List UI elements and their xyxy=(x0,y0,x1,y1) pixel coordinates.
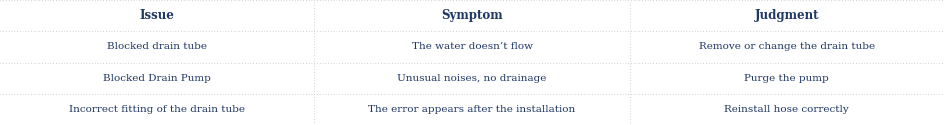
Text: Blocked Drain Pump: Blocked Drain Pump xyxy=(103,74,211,83)
Text: Remove or change the drain tube: Remove or change the drain tube xyxy=(699,42,875,51)
Bar xyxy=(0,31,314,62)
Text: Unusual noises, no drainage: Unusual noises, no drainage xyxy=(397,74,547,83)
Bar xyxy=(314,62,630,94)
Bar xyxy=(0,94,314,125)
Bar xyxy=(630,0,944,31)
Text: The error appears after the installation: The error appears after the installation xyxy=(368,105,576,114)
Bar xyxy=(630,62,944,94)
Bar xyxy=(314,94,630,125)
Text: Incorrect fitting of the drain tube: Incorrect fitting of the drain tube xyxy=(69,105,245,114)
Bar xyxy=(630,94,944,125)
Text: Purge the pump: Purge the pump xyxy=(745,74,829,83)
Text: Reinstall hose correctly: Reinstall hose correctly xyxy=(724,105,850,114)
Text: Blocked drain tube: Blocked drain tube xyxy=(108,42,207,51)
Bar xyxy=(314,0,630,31)
Text: The water doesn’t flow: The water doesn’t flow xyxy=(412,42,532,51)
Text: Issue: Issue xyxy=(140,9,175,22)
Bar xyxy=(0,0,314,31)
Bar xyxy=(630,31,944,62)
Bar xyxy=(0,62,314,94)
Text: Symptom: Symptom xyxy=(441,9,503,22)
Text: Judgment: Judgment xyxy=(754,9,819,22)
Bar xyxy=(314,31,630,62)
